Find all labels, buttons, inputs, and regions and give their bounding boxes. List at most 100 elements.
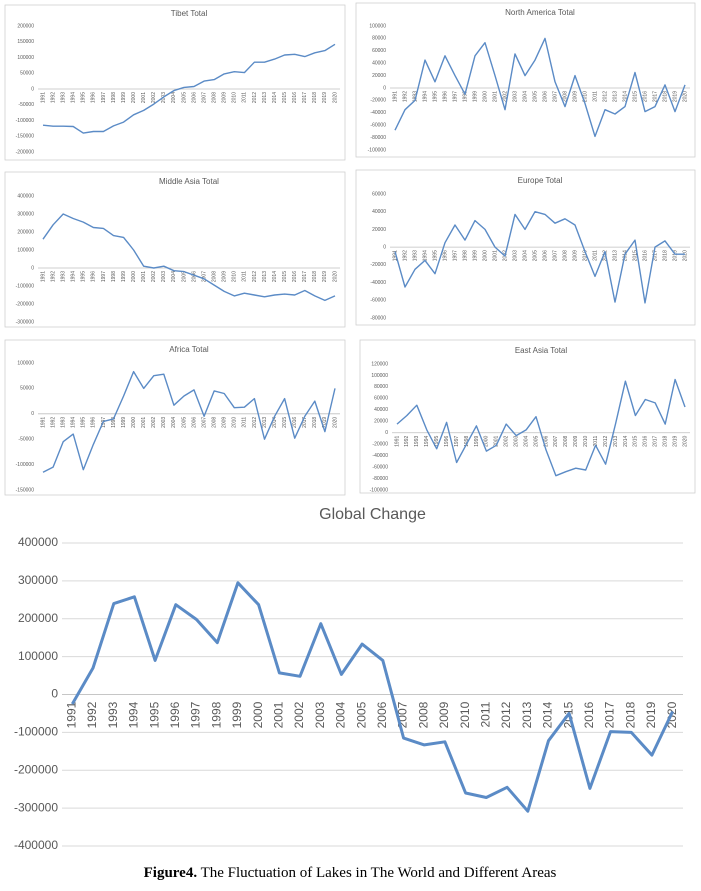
x-tick-label: 2003: [512, 91, 518, 102]
y-tick-label: 40000: [372, 61, 386, 67]
x-tick-label: 1991: [40, 92, 46, 103]
y-tick-label: 20000: [374, 419, 388, 425]
x-tick-label: 2001: [494, 436, 500, 447]
y-tick-label: -40000: [370, 110, 386, 116]
x-tick-label: 2016: [643, 436, 649, 447]
x-tick-label: 1999: [121, 92, 127, 103]
y-tick-label: 60000: [372, 48, 386, 54]
x-tick-label: 2001: [141, 92, 147, 103]
x-tick-label: 2020: [332, 271, 338, 282]
x-tick-label: 2010: [582, 91, 588, 102]
x-tick-label: 1997: [452, 250, 458, 261]
x-tick-label: 2008: [211, 417, 217, 428]
x-tick-label: 2002: [151, 92, 157, 103]
x-tick-label: 2018: [662, 250, 668, 261]
y-tick-label: -40000: [372, 453, 388, 459]
x-tick-label: 1993: [60, 271, 66, 282]
y-tick-label: 0: [31, 411, 34, 417]
x-tick-label: 1996: [444, 436, 450, 447]
x-tick-label: 2019: [672, 91, 678, 102]
x-tick-label: 2011: [479, 701, 493, 727]
x-tick-label: 1995: [147, 701, 161, 728]
x-tick-label: 2014: [272, 271, 278, 282]
y-tick-label: -100000: [16, 118, 35, 124]
x-tick-label: 2000: [484, 436, 490, 447]
x-tick-label: 2013: [520, 701, 534, 728]
x-tick-label: 1994: [71, 417, 77, 428]
x-tick-label: 1991: [392, 91, 398, 102]
x-tick-label: 2004: [171, 92, 177, 103]
chart-title: Global Change: [319, 506, 426, 523]
y-tick-label: -80000: [370, 315, 386, 321]
x-tick-label: 2005: [533, 436, 539, 447]
y-tick-label: -300000: [14, 800, 58, 814]
x-tick-label: 2019: [322, 417, 328, 428]
x-tick-label: 2020: [682, 250, 688, 261]
y-tick-label: -20000: [370, 262, 386, 268]
y-tick-label: 100000: [17, 247, 34, 253]
x-tick-label: 2000: [131, 271, 137, 282]
y-tick-label: -100000: [16, 283, 35, 289]
x-tick-label: 1992: [402, 250, 408, 261]
y-tick-label: -150000: [16, 487, 35, 493]
x-tick-label: 2008: [562, 250, 568, 261]
y-tick-label: 100000: [17, 360, 34, 366]
x-tick-label: 2000: [131, 92, 137, 103]
x-tick-label: 2019: [644, 701, 658, 728]
y-tick-label: -200000: [14, 762, 58, 776]
x-tick-label: 2017: [302, 417, 308, 428]
data-line: [396, 378, 686, 477]
y-tick-label: -40000: [370, 280, 386, 286]
x-tick-label: 2018: [662, 91, 668, 102]
x-tick-label: 1999: [121, 417, 127, 428]
x-tick-label: 2003: [313, 701, 327, 728]
x-tick-label: 1996: [91, 417, 97, 428]
y-tick-label: 200000: [17, 229, 34, 235]
x-tick-label: 1995: [432, 91, 438, 102]
y-tick-label: 400000: [17, 193, 34, 199]
x-tick-label: 2010: [458, 701, 472, 728]
y-tick-label: 50000: [20, 386, 34, 392]
x-tick-label: 1991: [392, 250, 398, 261]
x-tick-label: 2011: [242, 92, 248, 103]
x-tick-label: 1995: [434, 436, 440, 447]
x-tick-label: 2006: [542, 250, 548, 261]
x-tick-label: 2002: [151, 271, 157, 282]
x-tick-label: 2010: [232, 271, 238, 282]
x-tick-label: 2014: [541, 701, 555, 728]
x-tick-label: 1993: [60, 417, 66, 428]
x-tick-label: 1998: [462, 250, 468, 261]
y-tick-label: 120000: [371, 361, 388, 367]
x-tick-label: 2011: [592, 250, 598, 261]
x-tick-label: 1998: [464, 436, 470, 447]
y-tick-label: -50000: [18, 102, 34, 108]
x-tick-label: 1996: [168, 701, 182, 728]
y-tick-label: 80000: [372, 36, 386, 42]
x-tick-label: 2020: [332, 92, 338, 103]
x-tick-label: 1992: [50, 92, 56, 103]
x-tick-label: 2017: [302, 271, 308, 282]
x-tick-label: 2014: [623, 436, 629, 447]
y-tick-label: -80000: [370, 135, 386, 141]
chart-title: Africa Total: [169, 345, 209, 354]
y-tick-label: -80000: [372, 476, 388, 482]
chart-title: Middle Asia Total: [159, 177, 219, 186]
x-tick-label: 2020: [682, 436, 688, 447]
x-tick-label: 1992: [404, 436, 410, 447]
x-tick-label: 2007: [201, 417, 207, 428]
x-tick-label: 1994: [422, 91, 428, 102]
y-tick-label: 60000: [372, 191, 386, 197]
x-tick-label: 2005: [181, 92, 187, 103]
x-tick-label: 1999: [474, 436, 480, 447]
x-tick-label: 1992: [50, 417, 56, 428]
y-tick-label: 60000: [374, 396, 388, 402]
x-tick-label: 2004: [522, 250, 528, 261]
x-tick-label: 2015: [282, 92, 288, 103]
y-tick-label: -200000: [16, 301, 35, 307]
x-tick-label: 2002: [151, 417, 157, 428]
x-tick-label: 2012: [252, 271, 258, 282]
x-tick-label: 1994: [422, 250, 428, 261]
x-tick-label: 1998: [111, 92, 117, 103]
x-tick-label: 1991: [394, 436, 400, 447]
y-tick-label: -200000: [16, 149, 35, 155]
